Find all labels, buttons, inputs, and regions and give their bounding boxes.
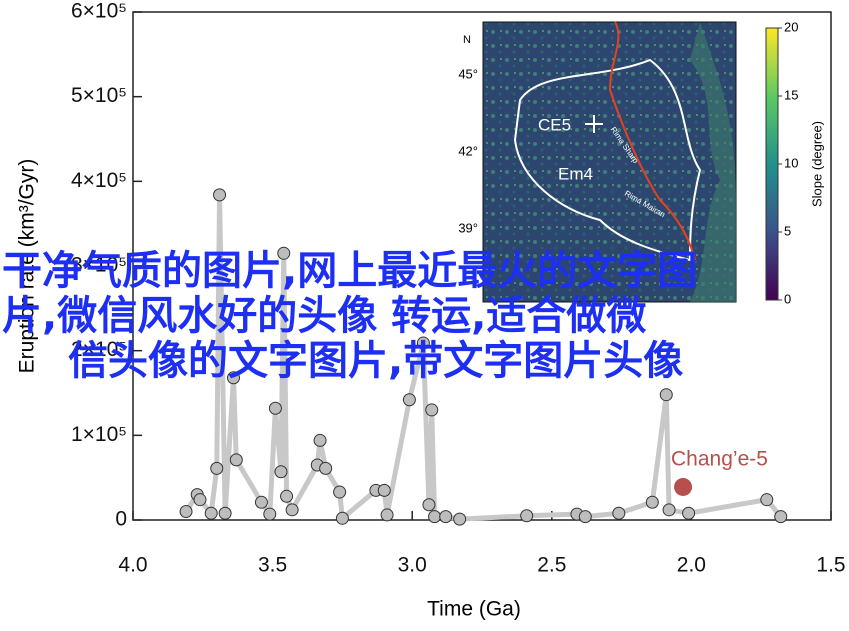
data-point xyxy=(578,510,592,524)
x-axis-label: Time (Ga) xyxy=(427,598,521,621)
data-point xyxy=(277,246,291,260)
data-point xyxy=(285,503,299,517)
data-point xyxy=(227,371,241,385)
x-tick-label: 2.5 xyxy=(537,554,566,577)
data-point xyxy=(213,188,227,202)
x-tick-label: 4.0 xyxy=(118,554,147,577)
data-point xyxy=(659,388,673,402)
colorbar-tick-label: 15 xyxy=(784,87,798,102)
data-point xyxy=(274,465,288,479)
data-point xyxy=(193,493,207,507)
colorbar-tick-label: 10 xyxy=(784,155,798,170)
data-point xyxy=(422,498,436,512)
data-point xyxy=(210,461,224,475)
x-tick-label: 3.0 xyxy=(398,554,427,577)
map-highland xyxy=(690,22,736,302)
data-point xyxy=(416,336,430,350)
colorbar-tick-label: 20 xyxy=(784,19,798,34)
data-point xyxy=(229,453,243,467)
data-point xyxy=(268,401,282,415)
x-tick-label: 1.5 xyxy=(816,554,845,577)
data-point xyxy=(760,493,774,507)
site-marker xyxy=(585,115,603,133)
north-label: N xyxy=(463,34,471,46)
y-tick-label: 0 xyxy=(115,508,127,531)
lat-label: 42° xyxy=(458,143,478,158)
data-point xyxy=(439,510,453,524)
overlay-text: 干净气质的图片,网上最近最火的文字图 xyxy=(2,248,697,294)
data-point xyxy=(333,485,347,499)
data-point xyxy=(218,506,232,520)
data-point xyxy=(645,495,659,509)
colorbar-label: Slope (degree) xyxy=(809,121,824,207)
data-point xyxy=(263,507,277,521)
data-point xyxy=(612,506,626,520)
data-point xyxy=(280,489,294,503)
colorbar-tick-label: 5 xyxy=(784,223,791,238)
data-point xyxy=(380,508,394,522)
y-tick-label: 6×10⁵ xyxy=(71,0,127,23)
y-tick-label: 2×10⁵ xyxy=(71,338,127,361)
data-point xyxy=(520,509,534,523)
data-point xyxy=(377,483,391,497)
data-point xyxy=(402,393,416,407)
y-axis-label: Eruption rate (km³/Gyr) xyxy=(16,159,39,374)
y-tick-label: 4×10⁵ xyxy=(71,169,127,192)
data-point xyxy=(335,511,349,525)
data-point xyxy=(428,510,442,524)
data-point xyxy=(425,403,439,417)
site-label: CE5 xyxy=(538,115,571,134)
data-point xyxy=(319,461,333,475)
x-tick-label: 2.0 xyxy=(677,554,706,577)
data-point xyxy=(204,506,218,520)
unit-boundary xyxy=(513,58,702,262)
x-tick-label: 3.5 xyxy=(258,554,287,577)
data-point xyxy=(179,505,193,519)
colorbar-tick-label: 0 xyxy=(784,291,791,306)
data-point xyxy=(254,495,268,509)
data-point xyxy=(453,512,467,526)
lat-label: 39° xyxy=(458,220,478,235)
y-tick-label: 5×10⁵ xyxy=(71,84,127,107)
data-point xyxy=(774,510,788,524)
lat-label: 45° xyxy=(458,66,478,81)
rille xyxy=(608,21,696,261)
colorbar xyxy=(765,27,779,301)
unit-label: Em4 xyxy=(558,164,593,183)
y-tick-label: 3×10⁵ xyxy=(71,254,127,277)
overlay-text: 片,微信风水好的头像 转运,适合做微 xyxy=(2,293,646,339)
overlay-text: 信头像的文字图片,带文字图片头像 xyxy=(68,338,683,384)
data-point xyxy=(682,506,696,520)
y-tick-label: 1×10⁵ xyxy=(71,423,127,446)
data-point xyxy=(662,503,676,517)
data-point xyxy=(313,433,327,447)
highlight-label: Chang’e-5 xyxy=(671,448,768,471)
highlight-point xyxy=(674,477,693,496)
